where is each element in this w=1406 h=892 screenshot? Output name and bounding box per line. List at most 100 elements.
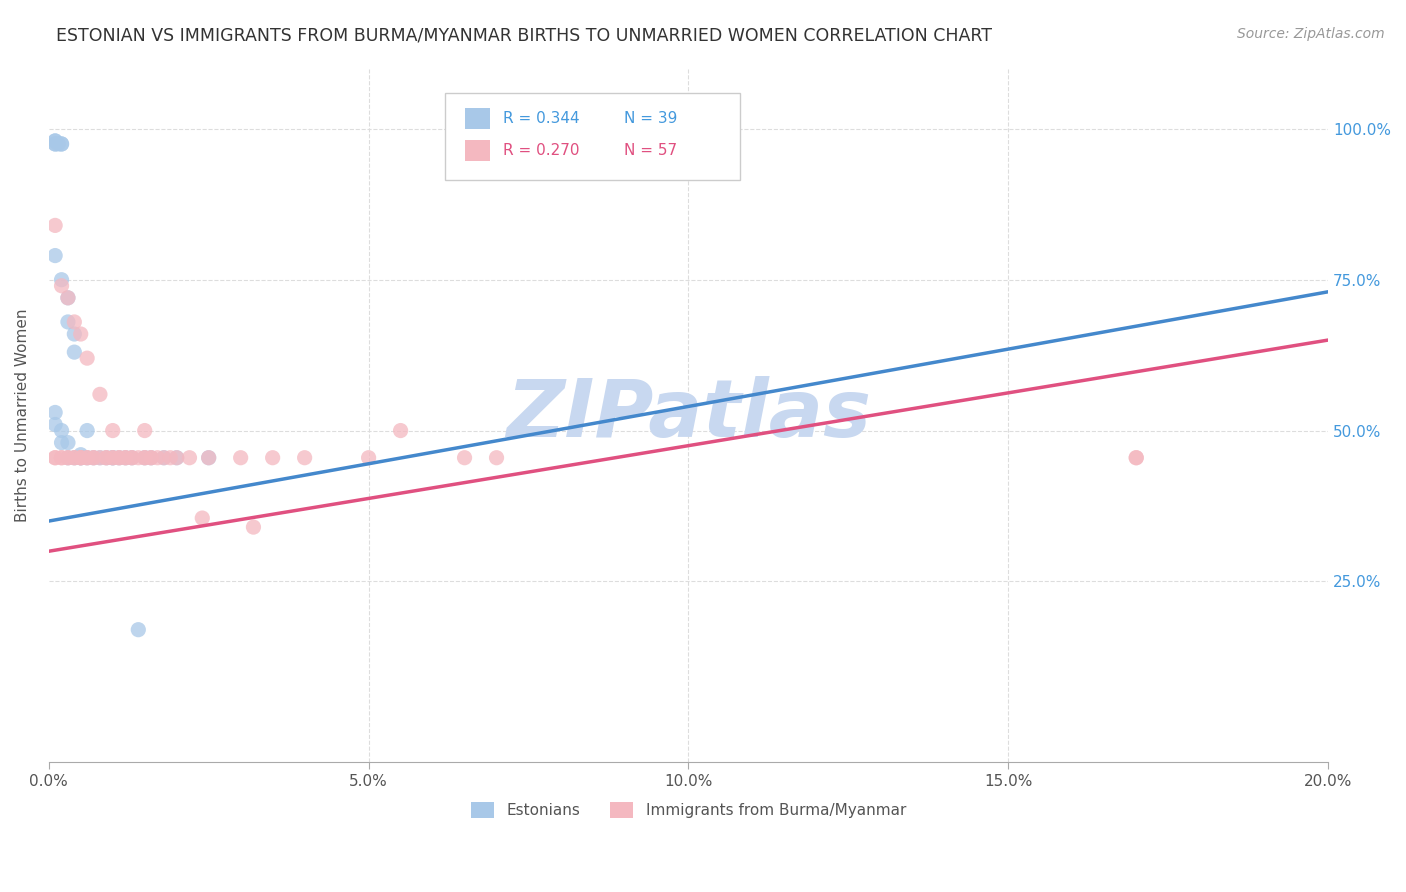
- Point: [63, 450, 86, 465]
- Point: [83, 450, 105, 465]
- Point: [69, 450, 91, 465]
- Point: [69, 448, 91, 462]
- Point: [51, 136, 73, 151]
- Point: [63, 345, 86, 359]
- Point: [153, 450, 176, 465]
- Point: [191, 511, 214, 525]
- Point: [389, 424, 412, 438]
- Point: [114, 450, 136, 465]
- Y-axis label: Births to Unmarried Women: Births to Unmarried Women: [15, 309, 30, 522]
- Point: [51, 424, 73, 438]
- Point: [134, 450, 156, 465]
- Point: [76, 450, 98, 465]
- Point: [44, 450, 66, 465]
- Point: [44, 417, 66, 432]
- Point: [51, 450, 73, 465]
- Legend: Estonians, Immigrants from Burma/Myanmar: Estonians, Immigrants from Burma/Myanmar: [465, 796, 912, 824]
- Point: [127, 623, 149, 637]
- Point: [357, 450, 380, 465]
- Point: [134, 450, 156, 465]
- Text: R = 0.270: R = 0.270: [503, 143, 579, 158]
- Point: [56, 315, 79, 329]
- Text: Source: ZipAtlas.com: Source: ZipAtlas.com: [1237, 27, 1385, 41]
- Point: [56, 291, 79, 305]
- Point: [51, 136, 73, 151]
- Point: [63, 450, 86, 465]
- FancyBboxPatch shape: [464, 108, 491, 128]
- Point: [76, 424, 98, 438]
- Point: [96, 450, 118, 465]
- Point: [63, 326, 86, 341]
- Text: N = 57: N = 57: [624, 143, 678, 158]
- Point: [166, 450, 188, 465]
- Point: [76, 351, 98, 366]
- Point: [179, 450, 201, 465]
- Point: [229, 450, 252, 465]
- Point: [89, 450, 111, 465]
- Point: [197, 450, 219, 465]
- FancyBboxPatch shape: [446, 93, 740, 179]
- Point: [83, 450, 105, 465]
- Point: [108, 450, 131, 465]
- Point: [76, 450, 98, 465]
- Point: [139, 450, 162, 465]
- Point: [44, 405, 66, 419]
- Point: [134, 424, 156, 438]
- Point: [51, 273, 73, 287]
- Point: [63, 315, 86, 329]
- Text: N = 39: N = 39: [624, 111, 678, 126]
- Point: [44, 136, 66, 151]
- Point: [44, 249, 66, 263]
- Point: [56, 435, 79, 450]
- Point: [101, 450, 124, 465]
- Point: [1125, 450, 1147, 465]
- Point: [127, 450, 149, 465]
- Point: [146, 450, 169, 465]
- Point: [51, 278, 73, 293]
- Point: [134, 450, 156, 465]
- Point: [101, 450, 124, 465]
- Point: [108, 450, 131, 465]
- Point: [89, 387, 111, 401]
- Point: [139, 450, 162, 465]
- Point: [83, 450, 105, 465]
- Point: [44, 134, 66, 148]
- Point: [485, 450, 508, 465]
- Point: [114, 450, 136, 465]
- Point: [69, 450, 91, 465]
- Point: [44, 219, 66, 233]
- Point: [242, 520, 264, 534]
- Point: [101, 424, 124, 438]
- Point: [101, 450, 124, 465]
- Point: [108, 450, 131, 465]
- Point: [96, 450, 118, 465]
- Point: [294, 450, 316, 465]
- Point: [262, 450, 284, 465]
- Point: [69, 326, 91, 341]
- Point: [44, 450, 66, 465]
- Point: [56, 450, 79, 465]
- Point: [1125, 450, 1147, 465]
- Point: [139, 450, 162, 465]
- Point: [101, 450, 124, 465]
- Point: [46, 136, 69, 151]
- Point: [89, 450, 111, 465]
- Point: [96, 450, 118, 465]
- Point: [153, 450, 176, 465]
- Text: ESTONIAN VS IMMIGRANTS FROM BURMA/MYANMAR BIRTHS TO UNMARRIED WOMEN CORRELATION : ESTONIAN VS IMMIGRANTS FROM BURMA/MYANMA…: [56, 27, 993, 45]
- FancyBboxPatch shape: [464, 140, 491, 161]
- Point: [159, 450, 181, 465]
- Point: [121, 450, 143, 465]
- Point: [121, 450, 143, 465]
- Point: [69, 450, 91, 465]
- Point: [44, 136, 66, 151]
- Point: [51, 435, 73, 450]
- Point: [51, 450, 73, 465]
- Point: [56, 291, 79, 305]
- Point: [453, 450, 475, 465]
- Point: [121, 450, 143, 465]
- Point: [114, 450, 136, 465]
- Point: [63, 450, 86, 465]
- Text: ZIPatlas: ZIPatlas: [506, 376, 870, 455]
- Point: [69, 450, 91, 465]
